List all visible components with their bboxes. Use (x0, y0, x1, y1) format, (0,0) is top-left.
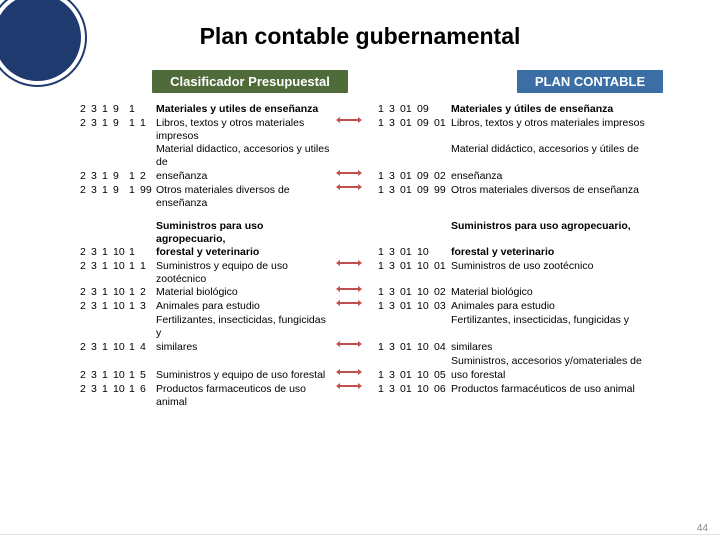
desc-left: Material didactico, accesorios y utiles … (156, 143, 334, 169)
desc-right: Material biológico (451, 286, 690, 299)
mapping-table: 23191Materiales y utiles de enseñanza 130… (0, 93, 720, 409)
banner-plan-contable: PLAN CONTABLE (517, 70, 663, 93)
desc-left: similares (156, 341, 334, 354)
code-right: 130110 (378, 246, 451, 259)
arrow-icon (334, 286, 364, 292)
table-row: Suministros, accesorios y/omateriales de (80, 355, 690, 369)
code-right: 13011006 (378, 383, 451, 396)
arrow-icon (334, 341, 364, 347)
desc-left: Material biológico (156, 286, 334, 299)
code-right: 13011003 (378, 300, 451, 313)
desc-left: Suministros y equipo de uso forestal (156, 369, 334, 382)
desc-right: Otros materiales diversos de enseñanza (451, 184, 690, 197)
code-right: 13011001 (378, 260, 451, 273)
code-left: 231101 (80, 246, 156, 259)
banner-clasificador: Clasificador Presupuestal (152, 70, 348, 93)
code-left: 2311014 (80, 341, 156, 354)
desc-right: Fertilizantes, insecticidas, fungicidas … (451, 314, 690, 327)
desc-left: Productos farmaceuticos de uso animal (156, 383, 334, 409)
desc-right: Suministros de uso zootécnico (451, 260, 690, 273)
desc-right: enseñanza (451, 170, 690, 183)
arrow-icon (334, 383, 364, 389)
desc-left: Suministros para uso agropecuario, (156, 220, 334, 246)
arrow-icon (334, 117, 364, 123)
section-banners: Clasificador Presupuestal PLAN CONTABLE (0, 70, 720, 93)
code-right: 130109 (378, 103, 451, 116)
table-row: Fertilizantes, insecticidas, fungicidas … (80, 314, 690, 340)
code-right: 13011005 (378, 369, 451, 382)
arrow-icon (334, 170, 364, 176)
code-left: 2311012 (80, 286, 156, 299)
desc-right: Suministros, accesorios y/omateriales de (451, 355, 690, 368)
code-right: 13011004 (378, 341, 451, 354)
code-left: 23191 (80, 103, 156, 116)
desc-left: Animales para estudio (156, 300, 334, 313)
table-row: 231911Libros, textos y otros materiales … (80, 117, 690, 143)
code-left: 2311016 (80, 383, 156, 396)
code-left: 2319199 (80, 184, 156, 197)
table-row: 2311011Suministros y equipo de uso zooté… (80, 260, 690, 286)
code-left: 231911 (80, 117, 156, 130)
arrow-icon (334, 184, 364, 190)
table-row: 2311013Animales para estudio13011003Anim… (80, 300, 690, 314)
desc-left: Suministros y equipo de uso zootécnico (156, 260, 334, 286)
code-right: 13010902 (378, 170, 451, 183)
table-row: 231101forestal y veterinario130110forest… (80, 246, 690, 260)
desc-left: Otros materiales diversos de enseñanza (156, 184, 334, 210)
code-left: 2311013 (80, 300, 156, 313)
arrow-icon (334, 260, 364, 266)
page-title: Plan contable gubernamental (0, 0, 720, 70)
code-right: 13011002 (378, 286, 451, 299)
desc-right: Productos farmacéuticos de uso animal (451, 383, 690, 396)
table-row: 2311012Material biológico13011002Materia… (80, 286, 690, 300)
table-row: Suministros para uso agropecuario, Sumini… (80, 220, 690, 246)
desc-right: Materiales y útiles de enseñanza (451, 103, 690, 116)
code-left: 2311011 (80, 260, 156, 273)
arrow-icon (334, 300, 364, 306)
footer-divider (0, 534, 720, 535)
code-left: 2311015 (80, 369, 156, 382)
code-right: 13010901 (378, 117, 451, 130)
table-row: Material didactico, accesorios y utiles … (80, 143, 690, 169)
desc-right: Material didáctico, accesorios y útiles … (451, 143, 690, 156)
desc-left: Libros, textos y otros materiales impres… (156, 117, 334, 143)
page-number: 44 (697, 523, 708, 534)
table-row: 23191Materiales y utiles de enseñanza 130… (80, 103, 690, 117)
desc-left: Fertilizantes, insecticidas, fungicidas … (156, 314, 334, 340)
desc-right: similares (451, 341, 690, 354)
desc-left: enseñanza (156, 170, 334, 183)
table-row: 2311016Productos farmaceuticos de uso an… (80, 383, 690, 409)
arrow-icon (334, 369, 364, 375)
desc-right: Suministros para uso agropecuario, (451, 220, 690, 233)
desc-right: forestal y veterinario (451, 246, 690, 259)
desc-left: forestal y veterinario (156, 246, 334, 259)
desc-left: Materiales y utiles de enseñanza (156, 103, 334, 116)
table-row: 2311014similares13011004similares (80, 341, 690, 355)
desc-right: Libros, textos y otros materiales impres… (451, 117, 690, 130)
table-row: 231912enseñanza13010902enseñanza (80, 170, 690, 184)
desc-right: uso forestal (451, 369, 690, 382)
code-left: 231912 (80, 170, 156, 183)
code-right: 13010999 (378, 184, 451, 197)
table-row: 2319199Otros materiales diversos de ense… (80, 184, 690, 210)
desc-right: Animales para estudio (451, 300, 690, 313)
table-row: 2311015Suministros y equipo de uso fores… (80, 369, 690, 383)
